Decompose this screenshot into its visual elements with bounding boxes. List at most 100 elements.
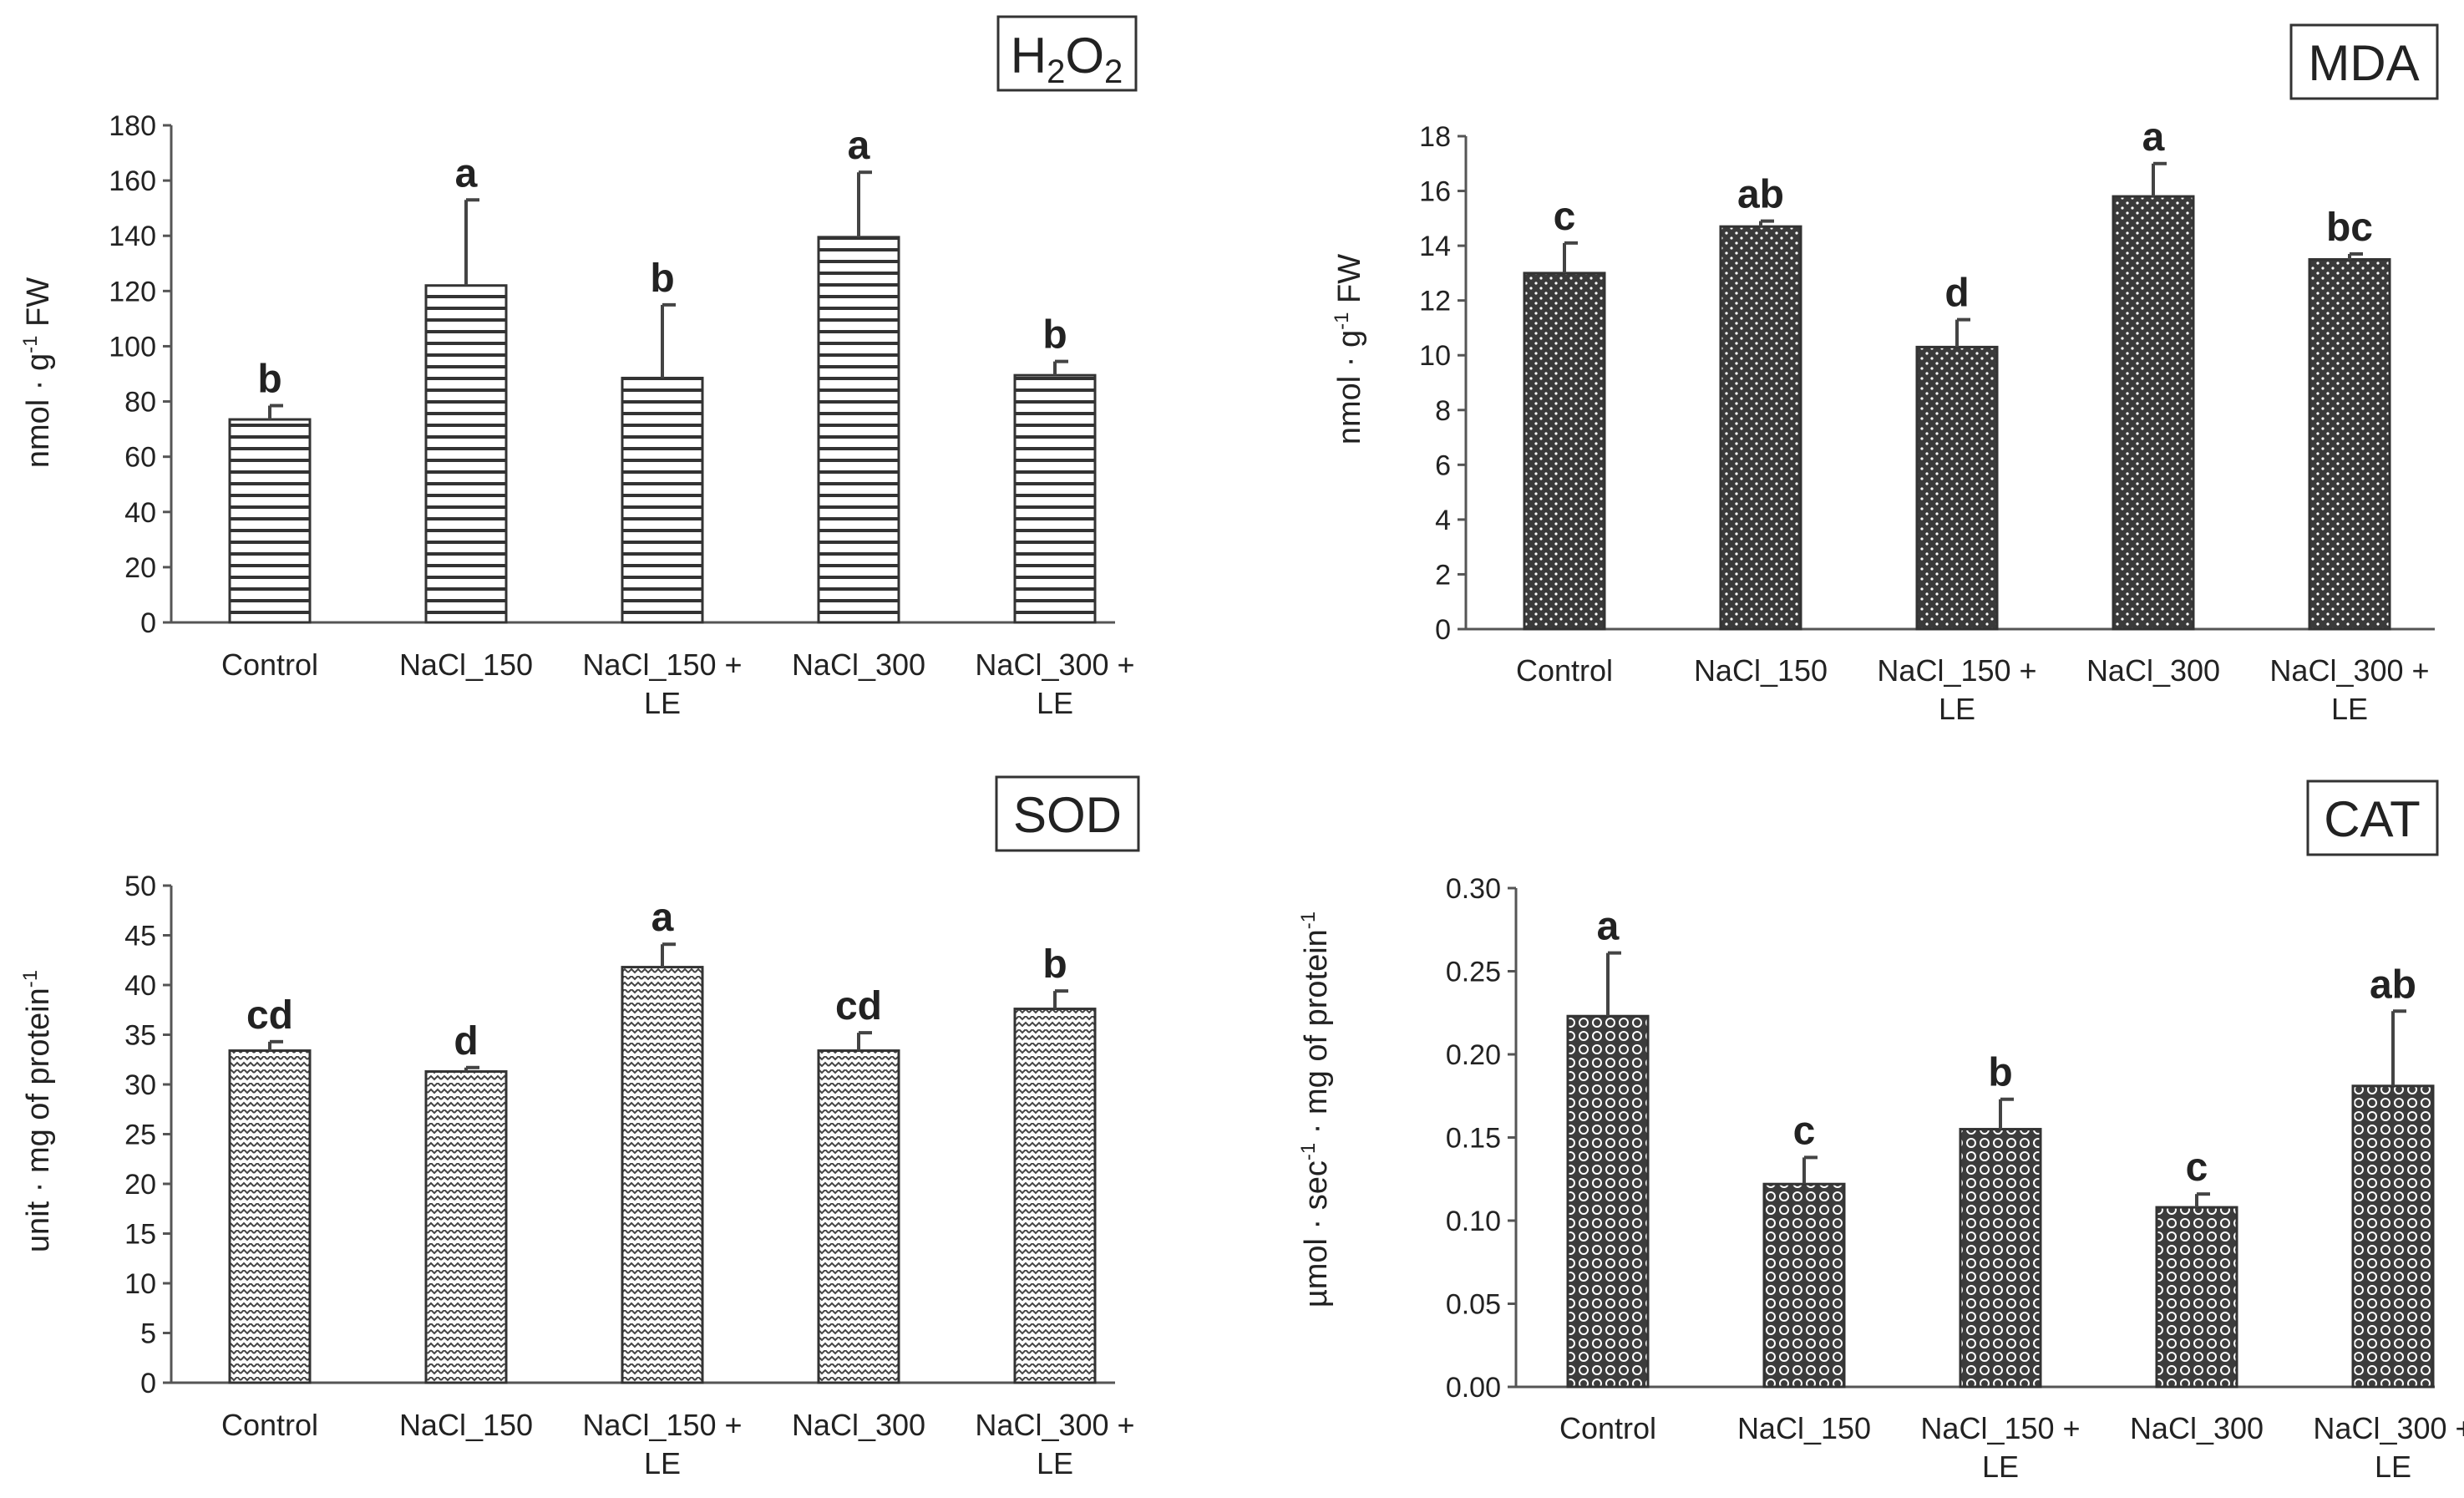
mda-category-label: LE <box>2331 692 2368 726</box>
sod-y-tick-label: 50 <box>124 871 156 902</box>
mda-significance-letter: bc <box>2326 206 2373 250</box>
cat-x-labels: Control NaCl_150 NaCl_150 + LE NaCl_300 NaCl_… <box>1559 1411 2464 1484</box>
cat-category-label: LE <box>2375 1450 2411 1484</box>
sod-bar <box>1013 1008 1097 1384</box>
h2o2-category-label: NaCl_300 + <box>975 647 1134 682</box>
h2o2-y-tick-label: 160 <box>109 165 156 197</box>
h2o2-significance-letter: a <box>848 124 870 168</box>
sod-bar <box>621 966 704 1384</box>
cat-y-tick-label: 0.00 <box>1446 1372 1501 1404</box>
h2o2-category-label: NaCl_150 + <box>582 647 742 682</box>
h2o2-significance-letter: b <box>257 358 281 402</box>
mda-title-box <box>2289 23 2439 100</box>
cat-bars: a c b c ab <box>1566 905 2435 1389</box>
h2o2-category-label: LE <box>1037 686 1073 720</box>
mda-bar <box>1523 272 1606 631</box>
cat-significance-letter: ab <box>2370 962 2416 1007</box>
cat-y-tick-label: 0.20 <box>1446 1039 1501 1071</box>
sod-category-label: NaCl_150 <box>399 1408 533 1442</box>
mda-y-tick-label: 10 <box>1419 340 1451 372</box>
cat-significance-letter: c <box>1793 1109 1816 1153</box>
h2o2-category-label: NaCl_300 <box>792 647 925 682</box>
mda-bars: c ab d a bc <box>1523 115 2391 631</box>
mda-y-axis-label: nmol · g-1 FW <box>1331 254 1367 444</box>
h2o2-x-labels: Control NaCl_150 NaCl_150 + LE NaCl_300 NaCl_… <box>221 647 1135 720</box>
mda-y-tick-label: 16 <box>1419 176 1451 208</box>
mda-title: MDA <box>2308 35 2419 91</box>
mda-y-tick-label: 0 <box>1435 614 1451 646</box>
sod-y-tick-label: 0 <box>140 1368 156 1399</box>
h2o2-y-tick-label: 0 <box>140 607 156 639</box>
cat-category-label: NaCl_300 + <box>2313 1411 2464 1445</box>
cat-category-label: LE <box>1982 1450 2019 1484</box>
cat-bar <box>1566 1014 1650 1389</box>
h2o2-panel: H2O2 nmol · g-1 FW 0 20 40 60 80 100 120 140 160… <box>19 15 1138 720</box>
cat-significance-letter: b <box>1988 1051 2012 1095</box>
mda-y-tick-label: 14 <box>1419 231 1451 262</box>
sod-category-label: Control <box>221 1408 318 1442</box>
cat-y-tick-label: 0.05 <box>1446 1289 1501 1321</box>
mda-significance-letter: c <box>1554 195 1576 239</box>
mda-category-label: NaCl_150 + <box>1877 653 2036 688</box>
h2o2-y-tick-label: 180 <box>109 110 156 142</box>
sod-significance-letter: d <box>454 1019 478 1064</box>
sod-title: SOD <box>1013 787 1122 843</box>
mda-significance-letter: d <box>1944 272 1969 316</box>
mda-y-tick-label: 4 <box>1435 505 1451 536</box>
h2o2-bar <box>621 376 704 624</box>
sod-x-labels: Control NaCl_150 NaCl_150 + LE NaCl_300 NaCl_… <box>221 1408 1135 1480</box>
mda-x-labels: Control NaCl_150 NaCl_150 + LE NaCl_300 NaCl_… <box>1516 653 2430 726</box>
sod-panel: SOD unit · mg of protein-1 0 5 10 15 20 25 30 3… <box>19 775 1140 1480</box>
mda-y-tick-label: 6 <box>1435 449 1451 481</box>
sod-y-tick-label: 20 <box>124 1169 156 1201</box>
h2o2-category-label: LE <box>644 686 681 720</box>
mda-bar <box>2112 195 2195 631</box>
sod-y-tick-label: 40 <box>124 970 156 1002</box>
mda-category-label: Control <box>1516 653 1613 688</box>
h2o2-y-tick-label: 40 <box>124 497 156 529</box>
h2o2-y-tick-label: 80 <box>124 387 156 419</box>
sod-category-label: NaCl_300 <box>792 1408 925 1442</box>
h2o2-category-label: Control <box>221 647 318 682</box>
h2o2-y-tick-label: 120 <box>109 276 156 307</box>
sod-bars: cd d a cd b <box>228 896 1097 1384</box>
sod-y-axis-label: unit · mg of protein-1 <box>19 970 56 1252</box>
cat-category-label: NaCl_150 + <box>1920 1411 2080 1445</box>
h2o2-title: H2O2 <box>1011 28 1123 90</box>
h2o2-significance-letter: b <box>650 256 674 301</box>
h2o2-y-tick-label: 60 <box>124 442 156 474</box>
sod-category-label: LE <box>1037 1446 1073 1480</box>
mda-y-tick-label: 2 <box>1435 559 1451 591</box>
h2o2-bar <box>817 236 900 624</box>
mda-y-tick-label: 12 <box>1419 286 1451 317</box>
sod-y-tick-label: 30 <box>124 1069 156 1101</box>
mda-category-label: LE <box>1939 692 1975 726</box>
sod-y-tick-label: 35 <box>124 1020 156 1052</box>
cat-significance-letter: a <box>1597 905 1620 949</box>
mda-category-label: NaCl_300 + <box>2269 653 2429 688</box>
mda-category-label: NaCl_150 <box>1694 653 1828 688</box>
mda-y-tick-label: 8 <box>1435 395 1451 427</box>
cat-title: CAT <box>2324 791 2421 847</box>
mda-panel: MDA nmol · g-1 FW 0 2 4 6 8 10 12 14 16 18 c ab d a b… <box>1331 23 2439 726</box>
sod-bar <box>228 1049 312 1384</box>
mda-bar <box>2308 258 2391 631</box>
cat-y-tick-label: 0.10 <box>1446 1206 1501 1237</box>
sod-title-box <box>995 775 1140 852</box>
h2o2-significance-letter: b <box>1042 313 1067 358</box>
cat-bar <box>1959 1128 2042 1389</box>
sod-category-label: NaCl_300 + <box>975 1408 1134 1442</box>
h2o2-bar <box>424 284 508 624</box>
sod-y-tick-label: 15 <box>124 1219 156 1251</box>
cat-category-label: Control <box>1559 1411 1656 1445</box>
cat-category-label: NaCl_300 <box>2130 1411 2264 1445</box>
cat-bar <box>1762 1182 1846 1389</box>
h2o2-y-tick-label: 20 <box>124 552 156 584</box>
sod-significance-letter: b <box>1042 942 1067 987</box>
cat-category-label: NaCl_150 <box>1737 1411 1871 1445</box>
cat-y-tick-label: 0.30 <box>1446 873 1501 905</box>
h2o2-y-tick-label: 140 <box>109 221 156 252</box>
h2o2-category-label: NaCl_150 <box>399 647 533 682</box>
sod-category-label: LE <box>644 1446 681 1480</box>
